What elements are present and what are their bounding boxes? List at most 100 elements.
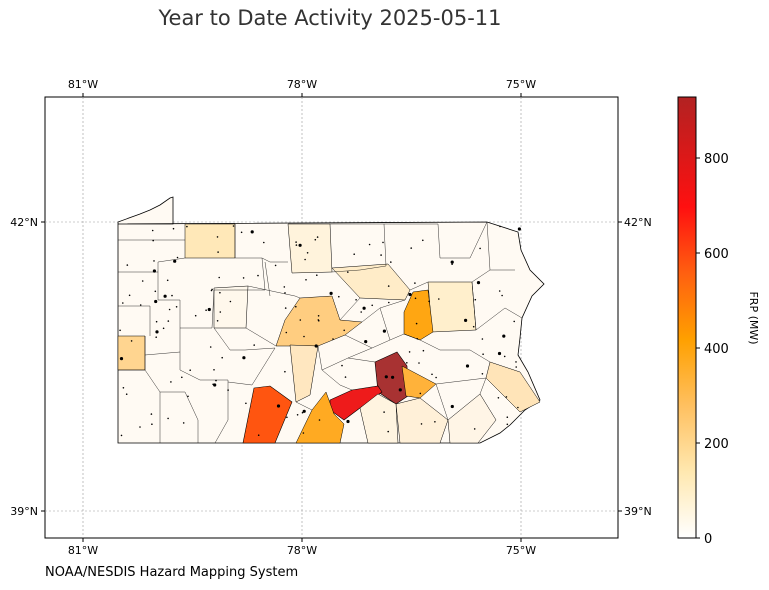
fire-detection-dot xyxy=(390,261,392,263)
fire-detection-dot xyxy=(122,387,125,389)
fire-detection-dot xyxy=(212,383,214,386)
fire-detection-dot xyxy=(299,319,302,321)
fire-detection-dot xyxy=(130,340,133,342)
fire-detection-dot xyxy=(360,311,363,313)
colorbar-tick-600: 600 xyxy=(704,247,729,262)
lat-tick-left-39n: 39°N xyxy=(10,505,38,518)
fire-detection-dot xyxy=(305,279,307,281)
fire-detection-dot xyxy=(181,376,183,379)
colorbar-tick-800: 800 xyxy=(704,152,729,167)
lat-tick-right-39n: 39°N xyxy=(624,505,652,518)
fire-detection-dot xyxy=(167,320,170,322)
lat-tick-right-42n: 42°N xyxy=(624,216,652,229)
fire-detection-dot xyxy=(316,274,318,277)
fire-detection-dot xyxy=(506,423,509,426)
county-light-southeast-2 xyxy=(485,361,541,413)
fire-detection-dot xyxy=(482,353,484,356)
fire-detection-dot xyxy=(317,315,320,317)
fire-detection-dot xyxy=(284,370,286,373)
fire-detection-dot xyxy=(502,334,506,338)
fire-detection-dot xyxy=(176,256,179,259)
fire-detection-dot xyxy=(119,357,124,361)
fire-detection-dot xyxy=(418,362,420,364)
lat-tick-left-42n: 42°N xyxy=(10,216,38,229)
fire-detection-dot xyxy=(257,434,260,437)
fire-detection-dot xyxy=(450,404,454,409)
colorbar xyxy=(677,96,697,539)
fire-detection-dot xyxy=(215,379,217,382)
fire-detection-dot xyxy=(371,304,374,307)
fire-detection-dot xyxy=(125,393,128,396)
fire-detection-dot xyxy=(428,300,430,303)
fire-detection-dot xyxy=(497,397,500,399)
fire-detection-dot xyxy=(517,406,519,409)
fire-detection-dot xyxy=(276,404,281,408)
fire-detection-dot xyxy=(388,301,390,304)
lon-tick-bottom-78w: 78°W xyxy=(287,544,317,557)
fire-detection-dot xyxy=(332,338,334,340)
fire-detection-dot xyxy=(189,369,191,372)
colorbar-tick-0: 0 xyxy=(704,532,712,547)
fire-detection-dot xyxy=(382,329,386,333)
fire-detection-dot xyxy=(139,426,141,428)
fire-detection-dot xyxy=(414,297,417,300)
fire-detection-dot xyxy=(353,253,356,255)
fire-detection-dot xyxy=(338,295,340,298)
colorbar-ticks xyxy=(696,157,700,539)
lon-tick-top-75w: 75°W xyxy=(506,78,536,91)
fire-detection-dot xyxy=(175,306,178,308)
fire-detection-dot xyxy=(306,252,309,254)
fire-detection-dot xyxy=(141,280,144,282)
fire-detection-dot xyxy=(286,416,288,419)
fire-detection-dot xyxy=(387,285,390,287)
fire-detection-dot xyxy=(499,225,501,228)
fire-detection-dot xyxy=(284,307,287,309)
fire-detection-dot xyxy=(152,269,156,273)
fire-detection-dot xyxy=(368,243,371,246)
fire-detection-dot xyxy=(119,329,121,332)
lon-tick-top-78w: 78°W xyxy=(287,78,317,91)
fire-detection-dot xyxy=(209,346,212,348)
fire-detection-dot xyxy=(474,298,477,301)
fire-detection-dot xyxy=(168,308,171,311)
fire-detection-dot xyxy=(122,302,124,304)
fire-detection-dot xyxy=(318,320,320,322)
fire-detection-dot xyxy=(150,413,153,415)
fire-detection-dot xyxy=(295,305,297,308)
fire-detection-dot xyxy=(314,238,317,241)
fire-detection-dot xyxy=(219,291,221,294)
county-boundaries xyxy=(118,221,523,444)
fire-detection-dot xyxy=(302,432,305,434)
fire-detection-dot xyxy=(476,281,481,285)
colorbar-tick-400: 400 xyxy=(704,342,729,357)
fire-detection-dot xyxy=(479,247,481,250)
fire-detection-dot xyxy=(152,239,154,242)
fire-detection-dot xyxy=(415,322,418,325)
fire-detection-dot xyxy=(162,327,165,330)
fire-detection-dot xyxy=(295,244,298,246)
fire-detection-dot xyxy=(217,251,219,253)
fire-detection-dot xyxy=(505,396,508,398)
fire-detection-dot xyxy=(382,241,384,244)
fire-detection-dot xyxy=(283,286,286,288)
fire-detection-dot xyxy=(245,402,247,405)
fire-detection-dot xyxy=(296,414,299,416)
lon-tick-top-81w: 81°W xyxy=(68,78,98,91)
fire-detection-dot xyxy=(431,373,433,376)
county-top-light xyxy=(184,223,236,259)
fire-detection-dot xyxy=(503,355,506,358)
fire-detection-dot xyxy=(420,423,423,425)
fire-detection-dot xyxy=(465,364,470,368)
fire-detection-dot xyxy=(285,331,288,334)
fire-detection-dot xyxy=(155,320,158,323)
fire-detection-dot xyxy=(387,430,390,433)
fire-detection-dot xyxy=(229,300,232,303)
county-light-south-1 xyxy=(289,344,319,403)
credit-text: NOAA/NESDIS Hazard Mapping System xyxy=(45,565,299,580)
fire-detection-dot xyxy=(213,369,215,371)
fire-detection-dot xyxy=(314,344,318,348)
fire-detection-dot xyxy=(171,294,173,297)
county-light-south-2 xyxy=(359,393,399,444)
fire-detection-dot xyxy=(472,325,475,328)
